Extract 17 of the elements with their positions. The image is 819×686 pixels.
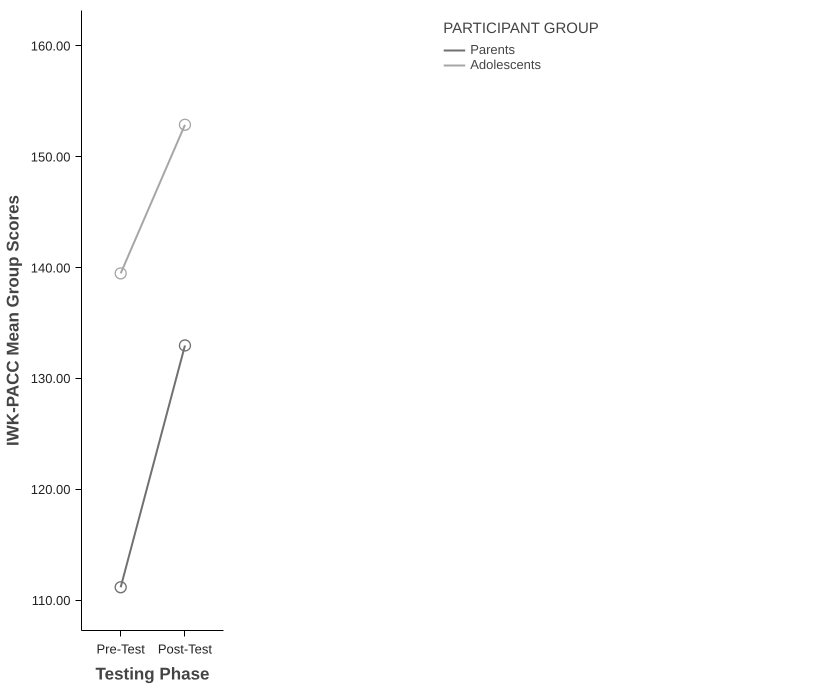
- x-tick-label: Pre-Test: [96, 642, 146, 656]
- point: [178, 339, 192, 352]
- y-tick-label: 130.00: [30, 371, 71, 386]
- y-tick-label: 120.00: [30, 482, 71, 498]
- x-axis-title: Testing Phase: [96, 664, 210, 684]
- legend-label: Adolescents: [470, 57, 542, 72]
- y-tick-label: 140.00: [30, 260, 71, 276]
- point: [114, 581, 127, 594]
- y-tick-label: 160.00: [30, 38, 71, 54]
- legend-title: PARTICIPANT GROUP: [443, 20, 599, 37]
- y-tick-label: 110.00: [32, 593, 70, 608]
- legend-label: Parents: [470, 42, 516, 57]
- y-axis-title: IWK-PACC Mean Group Scores: [4, 195, 23, 446]
- x-tick-label: Post-Test: [158, 642, 212, 656]
- point: [114, 267, 127, 280]
- y-tick-label: 150.00: [30, 149, 71, 164]
- point: [178, 118, 192, 131]
